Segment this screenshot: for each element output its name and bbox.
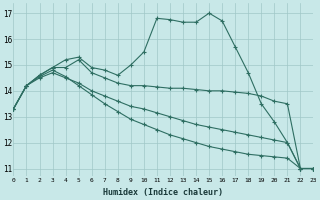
- X-axis label: Humidex (Indice chaleur): Humidex (Indice chaleur): [103, 188, 223, 197]
